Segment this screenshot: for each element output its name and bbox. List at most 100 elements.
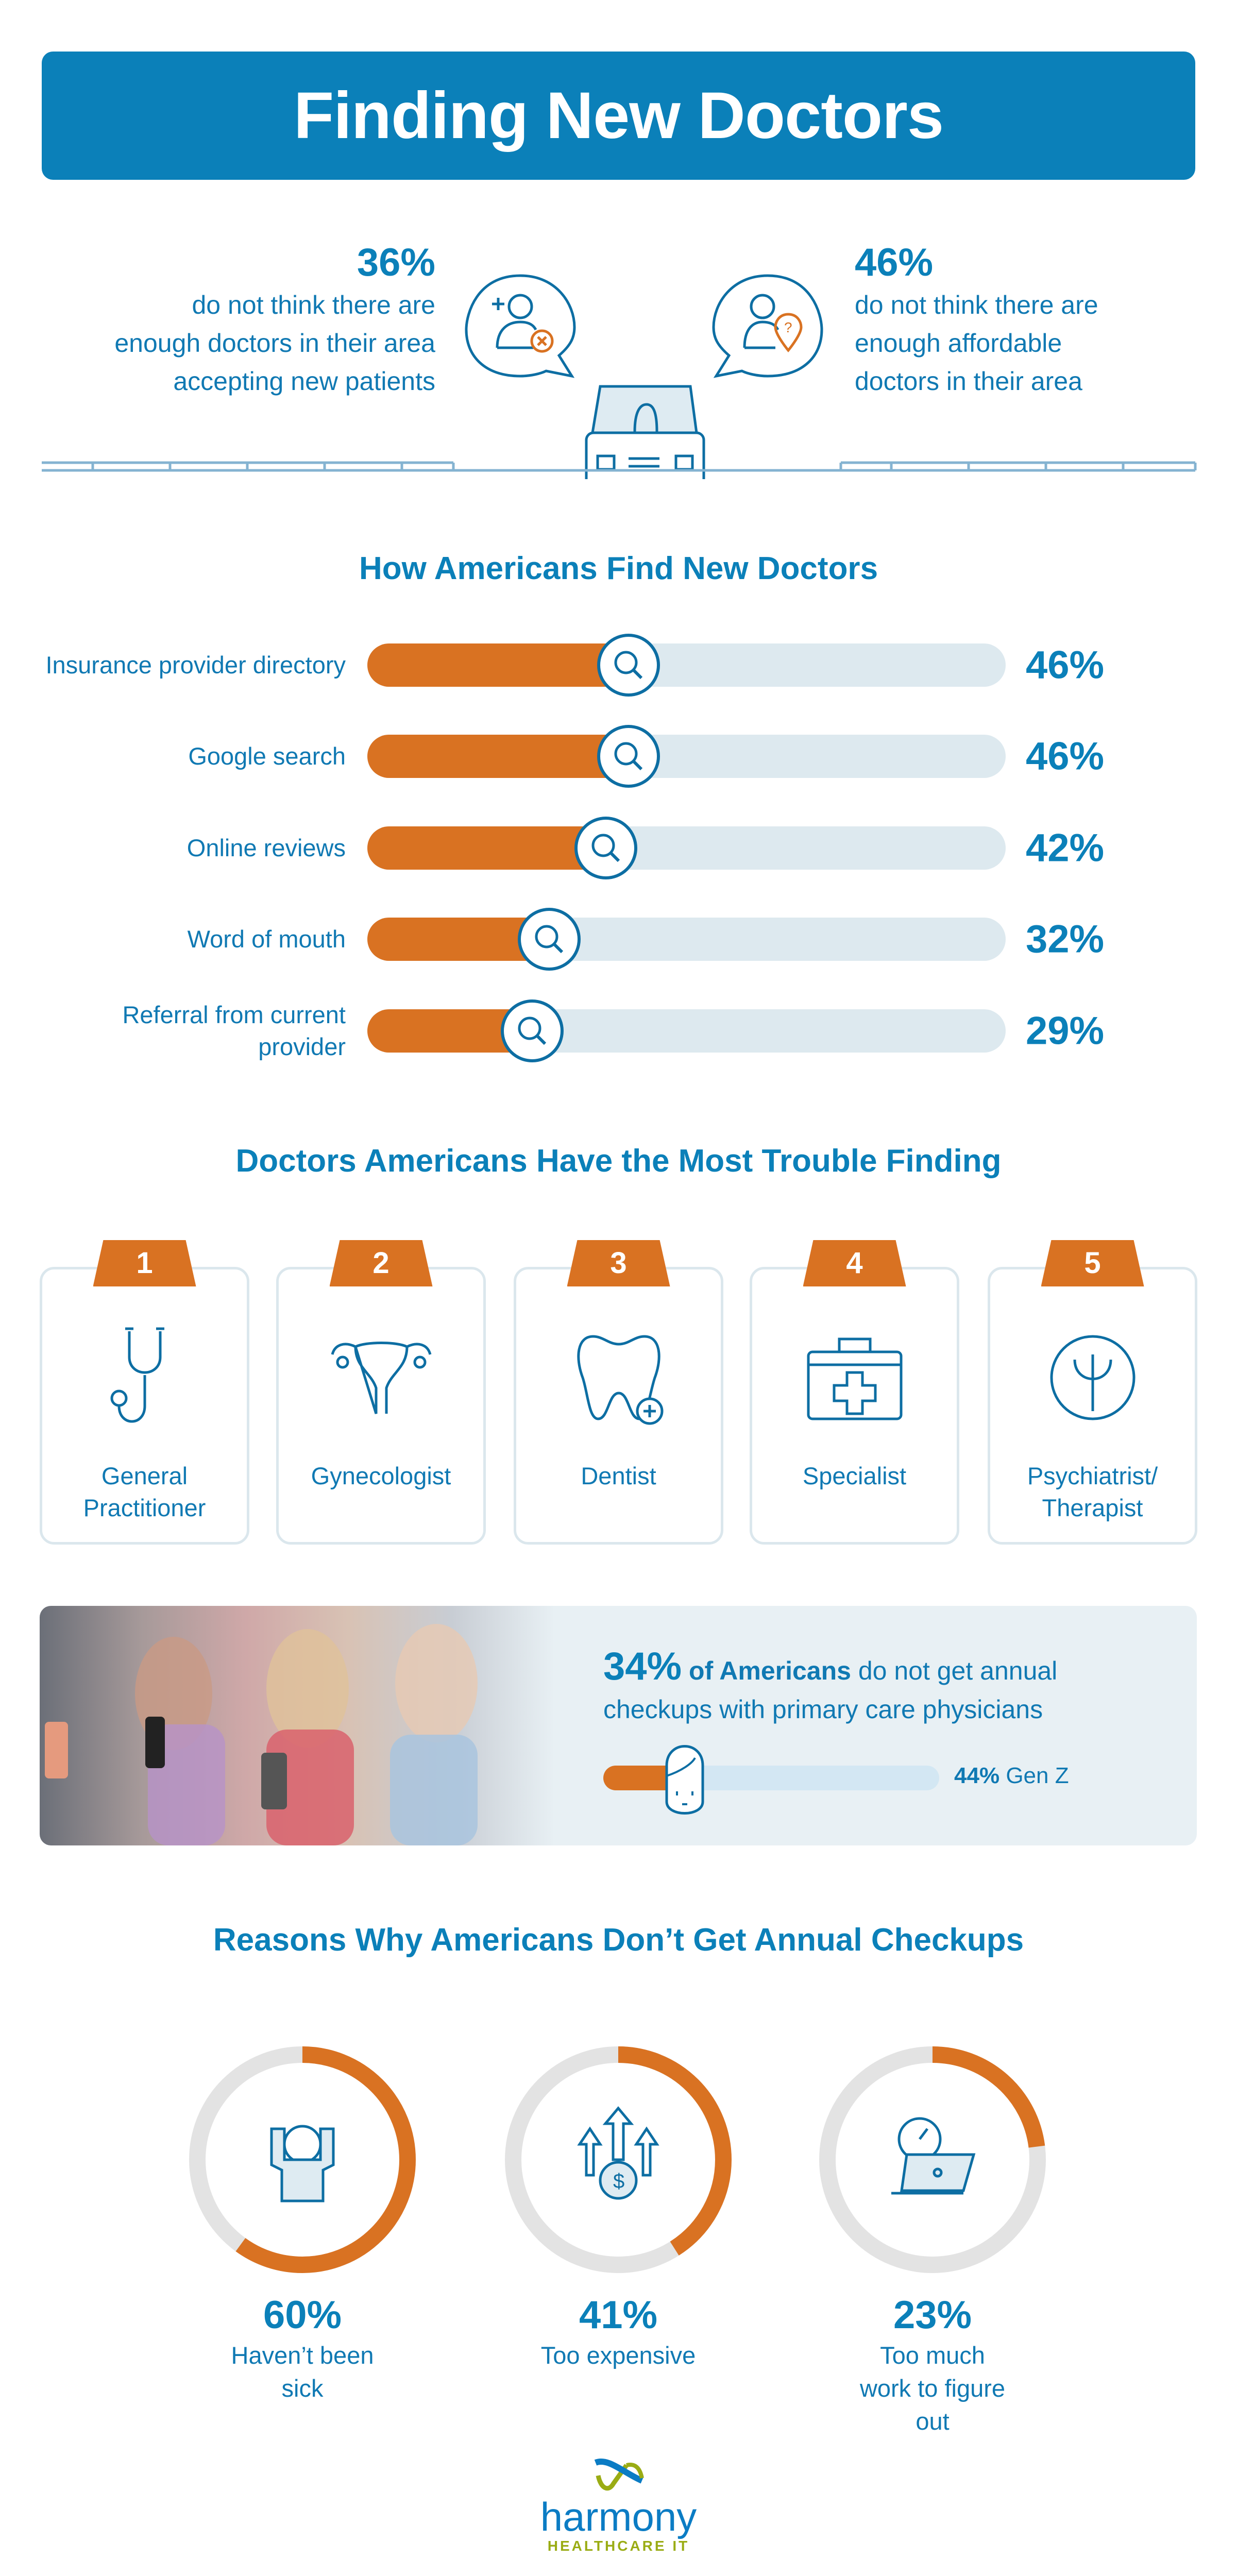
find-bar-track [367, 634, 1006, 697]
checkups-text: 34% of Americans do not get annual check… [603, 1647, 1170, 1729]
find-row: Referral from current provider 29% [0, 987, 1237, 1075]
genz-label: 44% Gen Z [954, 1763, 1069, 1789]
sidewalk [42, 461, 1197, 472]
reason-pct: 41% [579, 2293, 658, 2337]
speech-bubble-no-patients-icon [465, 274, 576, 378]
reason-donut [189, 2046, 416, 2273]
donut-chart: $ [505, 2046, 732, 2273]
reason-donut [819, 2046, 1046, 2273]
car-icon [585, 385, 705, 479]
genz-bar [603, 1745, 939, 1815]
stat-text: do not think there are [855, 291, 1098, 319]
donut-fill [189, 2046, 416, 2273]
tooth-icon [577, 1335, 663, 1425]
harmony-logo-mark-icon [594, 2459, 644, 2491]
flexing-person-icon [270, 2125, 335, 2202]
checkups-rest: do not get annual checkups with primary … [603, 1656, 1058, 1724]
magnifier-icon [574, 817, 638, 879]
find-label: Online reviews [187, 834, 346, 861]
medical-kit-icon [807, 1337, 902, 1420]
harmony-logo: harmony HEALTHCARE IT [0, 2458, 1237, 2555]
page-header: Finding New Doctors [42, 52, 1195, 180]
magnifier-icon [597, 634, 660, 697]
checkups-pct: 34% [603, 1645, 682, 1688]
stat-text: accepting new patients [173, 367, 435, 396]
stat-value: 36% [357, 241, 435, 284]
magnifier-icon [517, 908, 581, 971]
reason-pct: 60% [263, 2293, 342, 2337]
donut-fill [819, 2046, 1046, 2273]
psi-icon [1050, 1335, 1135, 1420]
stat-right: 46% do not think there are enough afford… [855, 240, 1190, 400]
stat-left: 36% do not think there are enough doctor… [103, 240, 435, 400]
reasons-section-title: Reasons Why Americans Don’t Get Annual C… [213, 1922, 1024, 1958]
checkups-bold: of Americans [689, 1656, 851, 1685]
find-section-title: How Americans Find New Doctors [359, 551, 878, 586]
rising-cost-icon: $ [577, 2106, 659, 2200]
reason-pct: 23% [893, 2293, 972, 2337]
stat-value: 46% [855, 241, 934, 284]
rank-badge: 4 [803, 1240, 906, 1286]
find-row: Word of mouth 32% [0, 895, 1237, 983]
magnifier-icon [500, 999, 564, 1062]
rank-badge: 3 [567, 1240, 670, 1286]
find-row: Insurance provider directory 46% [0, 621, 1237, 709]
find-row: Google search 46% [0, 713, 1237, 800]
doctor-type-label: General Practitioner [83, 1462, 206, 1521]
doctor-type-label: Gynecologist [311, 1462, 451, 1489]
find-bar-fill [367, 735, 629, 778]
gen-z-face-icon [665, 1745, 704, 1815]
rank-badge: 5 [1041, 1240, 1144, 1286]
find-pct: 46% [1026, 734, 1105, 778]
photo-young-women-with-phones [40, 1606, 555, 1845]
reason-label: Too expensive [540, 2342, 696, 2369]
uterus-icon [331, 1342, 431, 1414]
reason-donut: $ [505, 2046, 732, 2273]
doctor-type-card: 4 Specialist [750, 1240, 959, 1545]
trouble-section-title: Doctors Americans Have the Most Trouble … [235, 1143, 1002, 1179]
find-label: Google search [188, 742, 346, 770]
rank-badge: 1 [93, 1240, 196, 1286]
laptop-clock-icon [891, 2117, 976, 2195]
find-label: Word of mouth [187, 925, 346, 953]
svg-text:?: ? [784, 319, 792, 335]
stat-text: doctors in their area [855, 367, 1082, 396]
doctor-type-card: 2 Gynecologist [276, 1240, 486, 1545]
genz-text: Gen Z [1006, 1763, 1069, 1788]
find-bar-track [367, 817, 1006, 879]
reason-label: Haven’t been sick [231, 2342, 374, 2402]
find-bar-track [367, 725, 1006, 788]
find-bar-track [367, 999, 1006, 1062]
find-pct: 29% [1026, 1009, 1105, 1053]
doctor-type-card: 3 Dentist [514, 1240, 723, 1545]
find-bar-fill [367, 643, 629, 687]
find-bar-fill [367, 826, 606, 870]
rank-badge: 2 [329, 1240, 433, 1286]
stat-text: enough affordable [855, 329, 1062, 358]
donut-chart [819, 2046, 1046, 2273]
find-row: Online reviews 42% [0, 804, 1237, 892]
logo-name: harmony [540, 2494, 697, 2539]
find-pct: 46% [1026, 643, 1105, 687]
doctor-type-card: 5 Psychiatrist/ Therapist [988, 1240, 1197, 1545]
doctor-type-label: Psychiatrist/ Therapist [1027, 1462, 1158, 1521]
page-title: Finding New Doctors [294, 79, 944, 152]
photo-illustration [45, 1624, 478, 1845]
stat-text: enough doctors in their area [114, 329, 435, 358]
stat-text: do not think there are [192, 291, 435, 319]
doctor-type-label: Specialist [802, 1462, 907, 1489]
doctor-type-card: 1 General Practitioner [40, 1240, 249, 1545]
svg-text:$: $ [613, 2170, 624, 2193]
find-pct: 42% [1026, 826, 1105, 870]
checkups-panel: 34% of Americans do not get annual check… [40, 1606, 1197, 1845]
stethoscope-icon [110, 1327, 164, 1423]
find-label: Referral from current provider [122, 1001, 346, 1060]
genz-pct: 44% [954, 1763, 1000, 1788]
reason-label: Too much work to figure out [859, 2342, 1006, 2435]
find-pct: 32% [1026, 917, 1105, 961]
magnifier-icon [597, 725, 660, 788]
find-bar-track [367, 908, 1006, 971]
donut-chart [189, 2046, 416, 2273]
donut-fill [505, 2046, 732, 2273]
speech-bubble-doctor-cost-icon: ? [712, 274, 823, 378]
